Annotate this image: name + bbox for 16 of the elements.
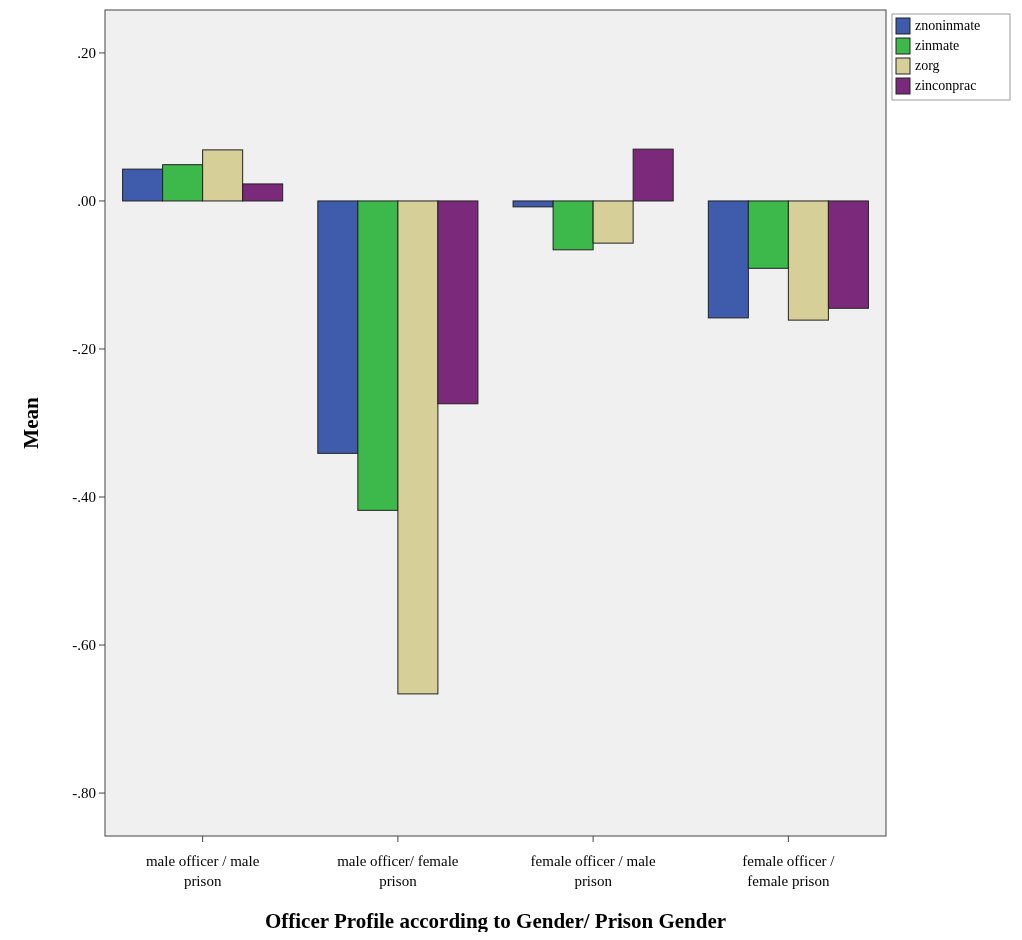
legend-label: zorg	[915, 58, 940, 73]
x-tick-label: male officer / male prison	[145, 853, 260, 889]
y-tick-label: -.60	[72, 637, 96, 654]
x-tick-label: female officer / male prison	[530, 853, 656, 889]
legend-label: znoninmate	[915, 18, 981, 33]
y-tick-label: .20	[77, 45, 96, 62]
x-tick-label: male officer/ female prison	[337, 853, 459, 889]
y-tick-label: .00	[77, 193, 96, 210]
x-axis-title: Officer Profile according to Gender/ Prison Gender	[264, 909, 727, 933]
legend-label: zinmate	[915, 38, 960, 53]
y-tick-label: -.20	[72, 341, 96, 358]
y-axis-title: Mean	[19, 397, 43, 449]
y-tick-label: -.40	[72, 489, 96, 506]
y-tick-label: -.80	[72, 785, 96, 802]
legend-label: zinconprac	[915, 78, 977, 93]
x-tick-label: female officer / female prison	[742, 853, 836, 889]
